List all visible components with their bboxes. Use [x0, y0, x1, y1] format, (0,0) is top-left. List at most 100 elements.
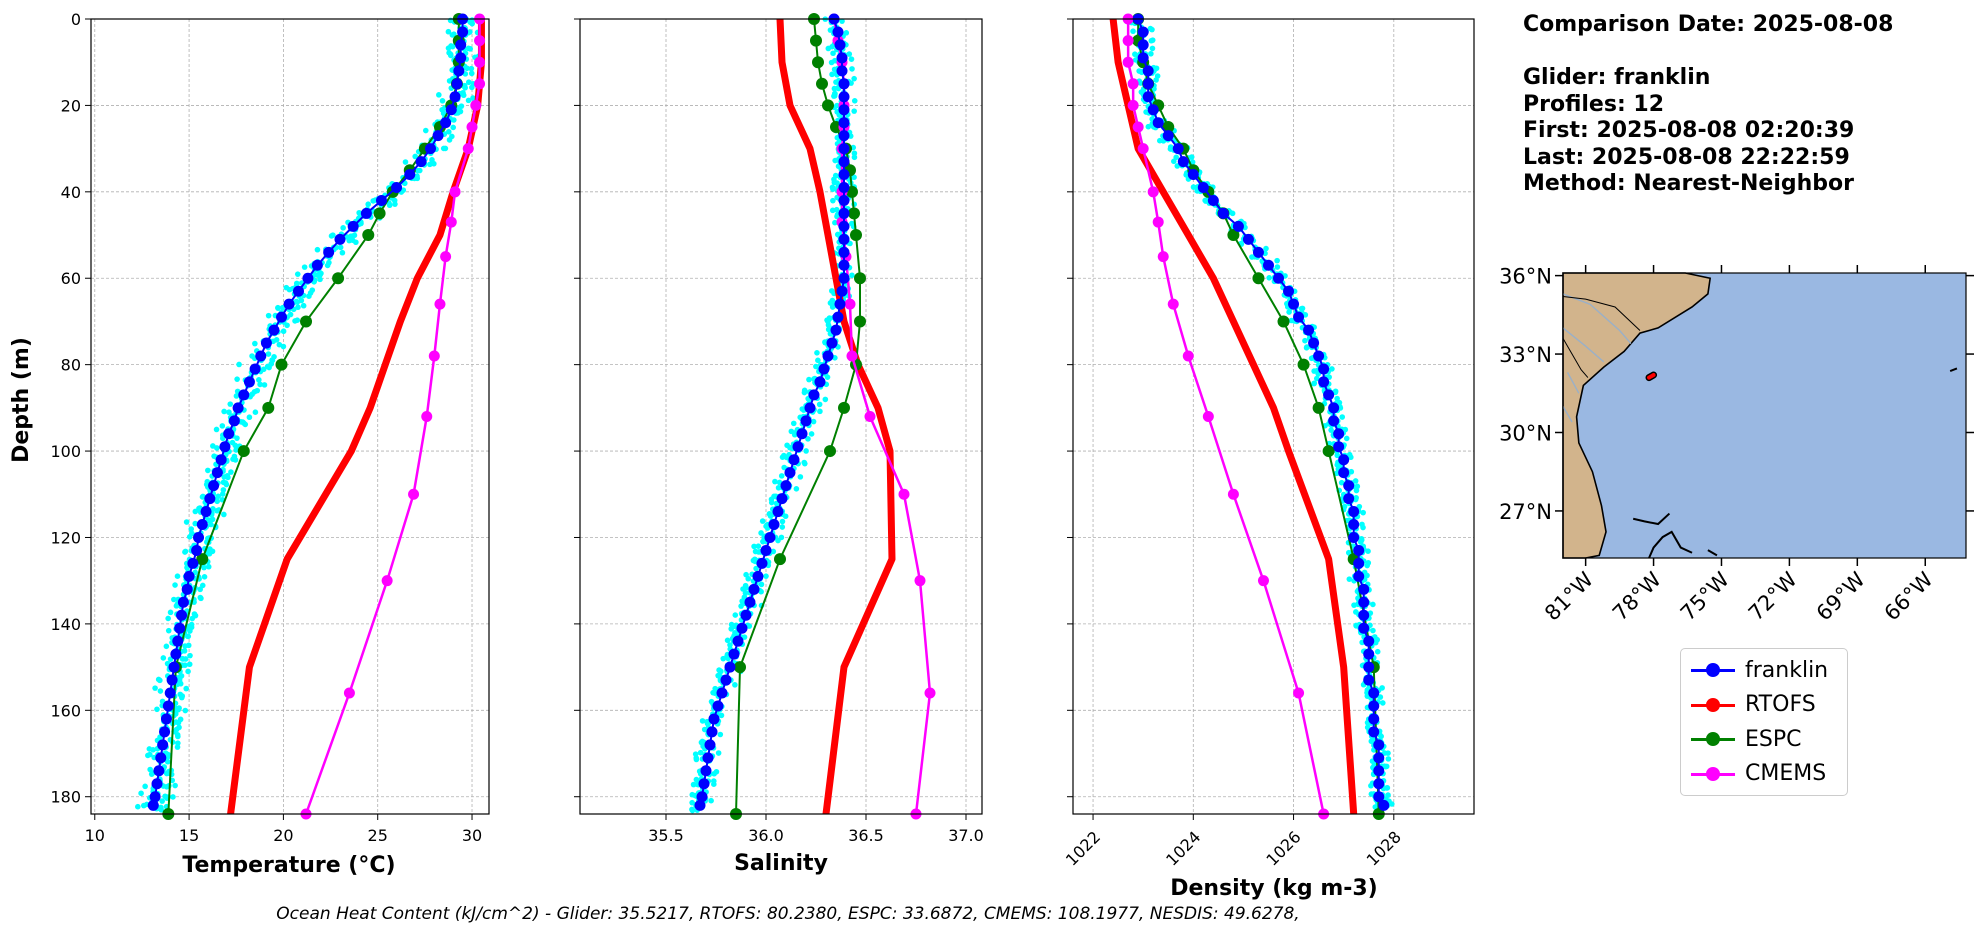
salinity-xtick-label: 36.0 [748, 826, 784, 845]
temperature-raw-point [226, 409, 232, 416]
salinity-raw-point [831, 66, 838, 73]
temperature-axes-frame [90, 18, 490, 815]
legend-label-franklin: franklin [1745, 657, 1829, 683]
density-franklin-point [1142, 91, 1154, 103]
density-raw-point [1364, 562, 1370, 569]
temperature-raw-point [219, 491, 226, 497]
temperature-espc-point [196, 553, 209, 566]
density-franklin-point [1217, 207, 1229, 219]
density-espc-point [1227, 229, 1240, 242]
salinity-raw-point [732, 682, 738, 688]
salinity-franklin-point [704, 739, 716, 751]
temperature-franklin-point [457, 26, 469, 38]
temperature-raw-point [176, 678, 183, 685]
salinity-franklin-point [784, 467, 796, 479]
temperature-franklin-point [177, 596, 189, 608]
temperature-cmems-point [474, 56, 486, 68]
density-raw-point [1311, 368, 1317, 374]
temperature-franklin-point [311, 259, 323, 271]
salinity-franklin-point [838, 104, 850, 116]
salinity-raw-point [701, 726, 708, 733]
temperature-raw-point [224, 472, 231, 479]
temperature-franklin-point [193, 531, 205, 543]
salinity-raw-point [828, 59, 835, 66]
salinity-franklin-point [764, 531, 776, 543]
temperature-franklin-line [152, 19, 464, 806]
density-raw-point [1368, 738, 1375, 745]
temperature-cmems-point [421, 411, 433, 422]
salinity-raw-point [711, 778, 717, 784]
temperature-raw-point [205, 517, 212, 523]
salinity-raw-point [832, 157, 838, 164]
salinity-raw-profiles [689, 16, 858, 814]
temperature-franklin-point [204, 493, 216, 505]
salinity-raw-point [731, 623, 738, 630]
density-franklin-point [1373, 752, 1385, 764]
density-raw-point [1364, 572, 1370, 579]
temperature-raw-point [306, 293, 312, 300]
temperature-raw-point [445, 45, 452, 51]
density-cmems-point [1293, 687, 1305, 699]
density-franklin-point [1313, 350, 1325, 362]
temperature-raw-point [175, 719, 182, 726]
depth-tick-label: 160 [50, 701, 81, 720]
density-raw-point [1203, 198, 1209, 204]
temperature-raw-point [449, 133, 455, 140]
temperature-raw-point [234, 435, 240, 441]
temperature-raw-point [179, 655, 186, 662]
salinity-raw-point [782, 513, 789, 520]
salinity-raw-point [768, 496, 775, 503]
salinity-franklin-point [838, 194, 850, 206]
map-lon-label: 81°W [1540, 567, 1598, 625]
interpolation-method: Method: Nearest-Neighbor [1523, 171, 1854, 196]
temperature-raw-point [183, 519, 190, 525]
temperature-franklin-point [223, 428, 235, 440]
temperature-cmems-point [343, 687, 355, 699]
salinity-raw-point [764, 522, 770, 528]
ocean-heat-content-footer: Ocean Heat Content (kJ/cm^2) - Glider: 3… [276, 904, 1299, 924]
temperature-raw-point [252, 340, 258, 347]
temperature-raw-point [449, 32, 456, 38]
temperature-cmems-point [462, 143, 474, 155]
density-franklin-point [1338, 467, 1350, 479]
salinity-espc-point [850, 229, 862, 242]
temperature-raw-point [175, 740, 181, 746]
density-franklin-point [1333, 441, 1345, 453]
density-franklin-point [1358, 622, 1370, 634]
temperature-raw-point [164, 758, 171, 765]
temperature-raw-point [157, 688, 164, 694]
temperature-franklin-point [151, 778, 163, 790]
temperature-raw-point [208, 521, 214, 528]
salinity-raw-point [851, 75, 857, 82]
legend-marker-franklin [1689, 660, 1737, 680]
map-lat-label: 33°N [1499, 343, 1552, 367]
depth-tick-label: 40 [61, 183, 81, 202]
temperature-espc-point [300, 315, 313, 328]
density-franklin-point [1368, 687, 1380, 699]
temperature-espc-point [332, 272, 345, 285]
density-raw-point [1370, 627, 1376, 634]
depth-tick-label: 100 [50, 442, 81, 461]
temperature-raw-point [294, 317, 301, 324]
temperature-franklin-point [172, 635, 184, 647]
salinity-raw-point [716, 667, 722, 673]
legend: franklin RTOFS ESPC CMEMS [1680, 648, 1848, 796]
temperature-raw-point [146, 746, 153, 752]
temperature-raw-point [138, 790, 144, 797]
temperature-franklin-point [375, 194, 387, 206]
temperature-raw-point [142, 783, 148, 790]
salinity-franklin-point [838, 78, 850, 90]
legend-marker-rtofs [1689, 695, 1737, 715]
salinity-franklin-point [724, 661, 736, 673]
legend-marker-cmems [1689, 764, 1737, 784]
salinity-franklin-point [700, 765, 712, 777]
salinity-franklin-point [838, 156, 850, 168]
density-axis-label: Density (kg m-3) [1170, 876, 1378, 901]
temperature-raw-point [337, 244, 344, 251]
temperature-raw-point [165, 627, 172, 634]
salinity-raw-point [704, 718, 710, 725]
temperature-franklin-point [187, 557, 199, 569]
density-franklin-point [1283, 285, 1295, 297]
salinity-franklin-point [808, 389, 820, 401]
density-raw-point [1149, 45, 1156, 52]
